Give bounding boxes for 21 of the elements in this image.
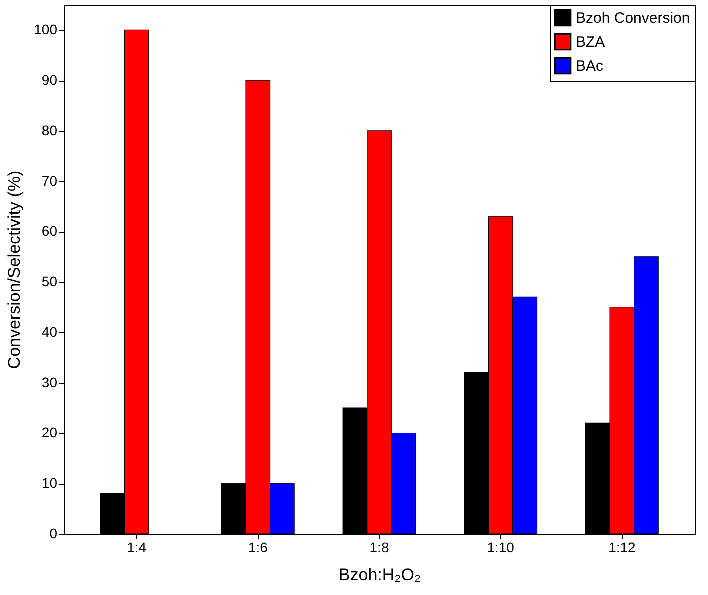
y-tick-label: 100	[34, 22, 58, 38]
y-tick-label: 0	[50, 526, 58, 542]
x-tick-label: 1:12	[608, 540, 636, 556]
y-tick-label: 30	[42, 374, 58, 390]
y-tick-label: 80	[42, 122, 58, 138]
x-tick-label: 1:10	[487, 540, 515, 556]
x-axis-title: Bzoh:H₂O₂	[338, 566, 422, 584]
y-tick-label: 20	[42, 424, 58, 441]
x-tick-label: 1:8	[370, 540, 390, 556]
y-tick-label: 60	[42, 223, 58, 240]
y-tick-label: 40	[42, 324, 58, 340]
x-tick-label: 1:4	[127, 540, 147, 556]
y-axis-title: Conversion/Selectivity (%)	[5, 170, 24, 370]
legend-label: BZA	[576, 34, 606, 51]
y-tick-label: 50	[42, 274, 58, 290]
y-tick-label: 10	[42, 475, 58, 492]
legend-label: Bzoh Conversion	[576, 10, 690, 27]
y-tick-label: 70	[42, 172, 58, 189]
y-tick-label: 90	[42, 72, 58, 88]
legend-label: BAc	[576, 58, 604, 75]
x-tick-label: 1:6	[248, 540, 268, 556]
